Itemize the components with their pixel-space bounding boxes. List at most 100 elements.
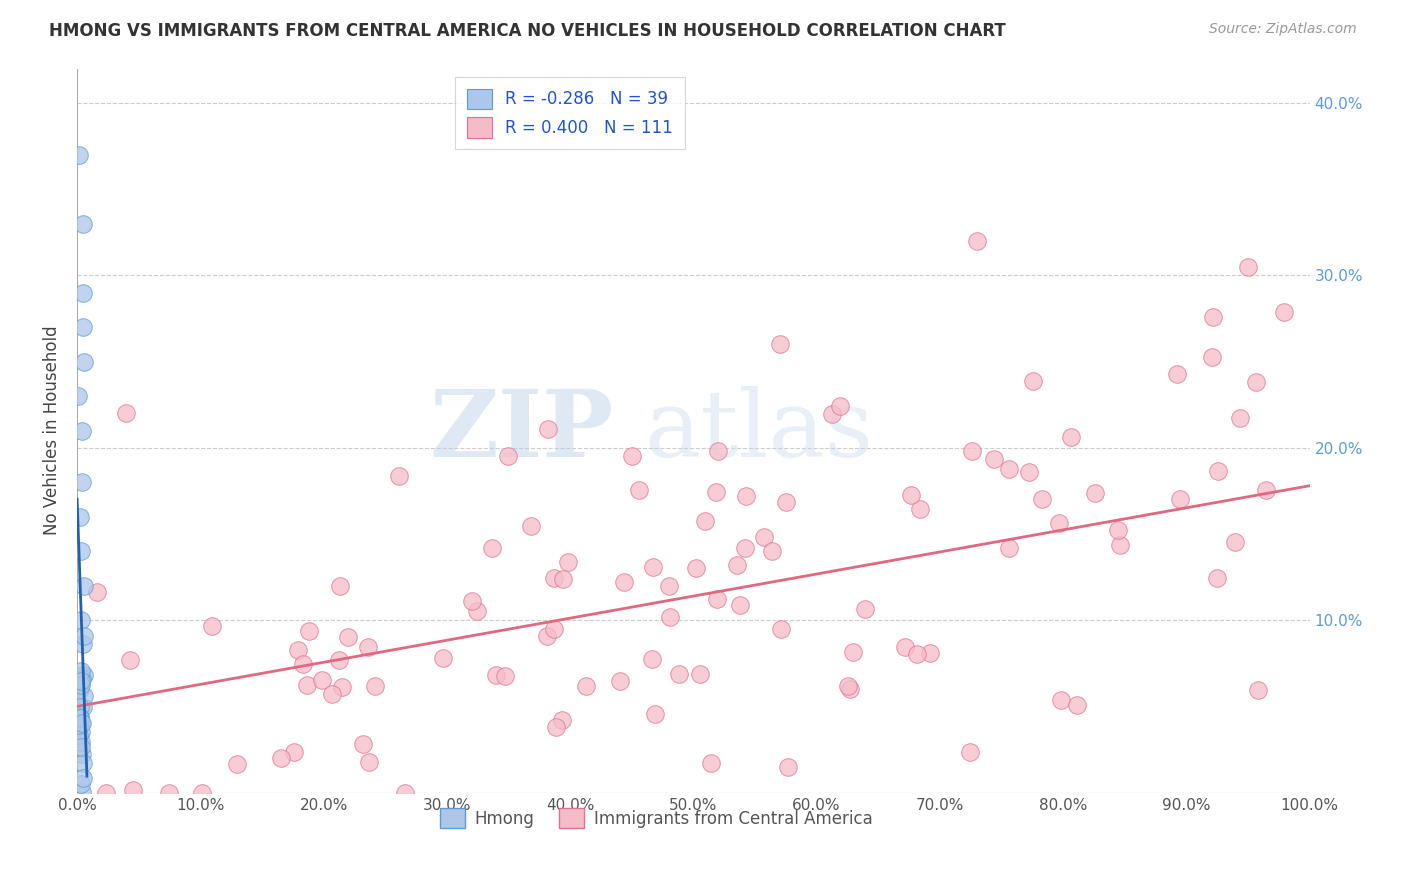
Point — [70, 544, 93, 558]
Point — [69, 711, 91, 725]
Point — [70, 735, 93, 749]
Point — [1107, 523, 1129, 537]
Point — [1246, 375, 1268, 389]
Point — [485, 668, 508, 682]
Point — [998, 461, 1021, 475]
Point — [894, 640, 917, 654]
Point — [775, 495, 797, 509]
Point — [201, 619, 224, 633]
Point — [72, 424, 94, 438]
Point — [295, 678, 318, 692]
Point — [695, 515, 717, 529]
Point — [291, 657, 314, 672]
Point — [69, 699, 91, 714]
Point — [283, 746, 305, 760]
Point — [73, 354, 96, 368]
Point — [1022, 374, 1045, 388]
Point — [72, 771, 94, 785]
Point — [1247, 683, 1270, 698]
Text: HMONG VS IMMIGRANTS FROM CENTRAL AMERICA NO VEHICLES IN HOUSEHOLD CORRELATION CH: HMONG VS IMMIGRANTS FROM CENTRAL AMERICA… — [49, 22, 1005, 40]
Point — [69, 681, 91, 696]
Point — [191, 786, 214, 800]
Point — [69, 710, 91, 724]
Point — [69, 740, 91, 755]
Text: Source: ZipAtlas.com: Source: ZipAtlas.com — [1209, 22, 1357, 37]
Point — [966, 234, 988, 248]
Point — [70, 613, 93, 627]
Point — [842, 645, 865, 659]
Point — [73, 579, 96, 593]
Point — [700, 756, 723, 771]
Point — [73, 689, 96, 703]
Point — [735, 489, 758, 503]
Point — [609, 674, 631, 689]
Point — [770, 622, 793, 636]
Point — [778, 760, 800, 774]
Point — [72, 756, 94, 770]
Point — [704, 485, 727, 500]
Point — [357, 640, 380, 655]
Point — [337, 630, 360, 644]
Point — [70, 716, 93, 731]
Point — [70, 785, 93, 799]
Point — [728, 598, 751, 612]
Point — [72, 637, 94, 651]
Point — [1083, 486, 1105, 500]
Point — [67, 389, 90, 403]
Point — [329, 579, 352, 593]
Point — [115, 406, 138, 420]
Text: ZIP: ZIP — [429, 385, 613, 475]
Point — [997, 541, 1019, 555]
Point — [70, 672, 93, 686]
Point — [328, 653, 350, 667]
Point — [70, 777, 93, 791]
Point — [905, 647, 928, 661]
Y-axis label: No Vehicles in Household: No Vehicles in Household — [44, 326, 60, 535]
Point — [544, 720, 567, 734]
Point — [1109, 538, 1132, 552]
Point — [1206, 464, 1229, 478]
Point — [86, 585, 108, 599]
Point — [754, 530, 776, 544]
Point — [72, 700, 94, 714]
Point — [644, 706, 666, 721]
Legend: Hmong, Immigrants from Central America: Hmong, Immigrants from Central America — [433, 801, 880, 835]
Point — [1223, 535, 1246, 549]
Point — [658, 609, 681, 624]
Point — [821, 407, 844, 421]
Text: atlas: atlas — [644, 385, 873, 475]
Point — [1031, 492, 1053, 507]
Point — [768, 337, 790, 351]
Point — [689, 666, 711, 681]
Point — [551, 572, 574, 586]
Point — [67, 728, 90, 742]
Point — [1059, 430, 1081, 444]
Point — [1256, 483, 1278, 497]
Point — [67, 717, 90, 731]
Point — [330, 681, 353, 695]
Point — [364, 679, 387, 693]
Point — [613, 575, 636, 590]
Point — [620, 450, 643, 464]
Point — [920, 646, 942, 660]
Point — [1237, 260, 1260, 274]
Point — [287, 642, 309, 657]
Point — [1272, 304, 1295, 318]
Point — [1206, 571, 1229, 585]
Point — [298, 624, 321, 638]
Point — [962, 444, 984, 458]
Point — [311, 673, 333, 688]
Point — [1168, 491, 1191, 506]
Point — [1047, 516, 1070, 531]
Point — [551, 713, 574, 727]
Point — [543, 571, 565, 585]
Point — [73, 668, 96, 682]
Point — [388, 469, 411, 483]
Point — [461, 594, 484, 608]
Point — [69, 678, 91, 692]
Point — [1201, 350, 1223, 364]
Point — [120, 653, 142, 667]
Point — [837, 679, 859, 693]
Point — [557, 555, 579, 569]
Point — [70, 665, 93, 679]
